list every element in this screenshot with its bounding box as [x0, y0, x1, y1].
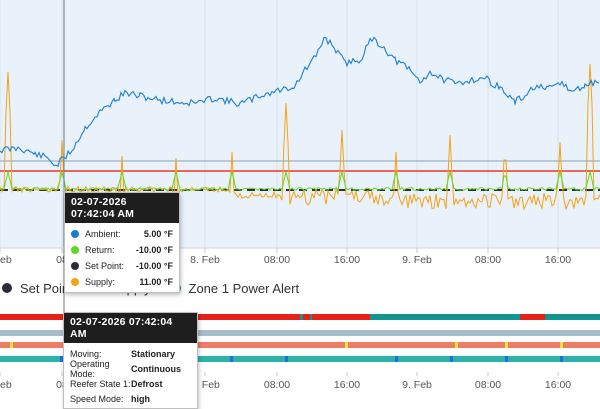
tooltip-value: Continuous	[131, 363, 181, 374]
tooltip-row-return: Return: -10.00 °F	[65, 242, 179, 258]
status-bar-segment	[545, 314, 600, 320]
set-point-swatch-icon	[2, 283, 12, 293]
tooltip-label: Ambient:	[85, 229, 121, 239]
status-bar-segment	[505, 342, 508, 348]
tooltip-value: Stationary	[131, 348, 176, 359]
return-dot-icon	[71, 246, 79, 254]
x-axis-tick-label: eb	[0, 379, 12, 391]
ambient-series-line	[0, 36, 600, 168]
status-bar-segment	[525, 314, 529, 320]
tooltip-value: -10.00 °F	[135, 245, 173, 255]
x-axis-tick-label: 9. Feb	[402, 379, 432, 391]
top-x-axis-labels: eb 08 8. Feb 08:00 16:00 9. Feb 08:00 16:00	[0, 254, 571, 266]
ambient-dot-icon	[71, 230, 79, 238]
bottom-x-axis-labels: eb 08 8. Feb 08:00 16:00 9. Feb 08:00 16:00	[0, 379, 571, 391]
status-bar-segment	[455, 342, 458, 348]
tooltip-row-operating-mode: Operating Mode: Continuous	[64, 358, 197, 379]
status-bar-segment	[0, 342, 600, 348]
tooltip-timestamp: 02-07-2026 07:42:04 AM	[65, 193, 179, 223]
tooltip-label: Speed Mode:	[70, 393, 124, 404]
x-axis-tick-label: 16:00	[334, 254, 360, 266]
top-x-axis-ticks	[0, 248, 559, 253]
x-axis-tick-label: 16:00	[545, 379, 571, 391]
status-bar-segment	[560, 342, 563, 348]
x-axis-tick-label: 08	[56, 379, 68, 391]
tooltip-label: Return:	[85, 245, 115, 255]
status-bar-segment	[345, 342, 348, 348]
x-axis-tick-label: eb	[0, 254, 12, 266]
tooltip-label: Reefer State 1:	[70, 378, 131, 389]
x-axis-tick-label: 8. Feb	[190, 254, 220, 266]
tooltip-value: high	[131, 393, 150, 404]
status-bar-segment	[300, 314, 303, 320]
status-bar-segment	[505, 356, 508, 362]
status-bar-segment	[560, 356, 563, 362]
status-bar-segment	[285, 356, 288, 362]
tooltip-label: Supply:	[85, 277, 116, 287]
x-axis-tick-label: 16:00	[545, 254, 571, 266]
x-axis-tick-label: 16:00	[334, 379, 360, 391]
tooltip-label: Set Point:	[85, 261, 125, 271]
x-axis-tick-label: 08:00	[475, 379, 501, 391]
status-bar-segment	[230, 356, 233, 362]
x-axis-tick-label: 08:00	[264, 254, 290, 266]
status-tooltip: 02-07-2026 07:42:04 AM Moving: Stationar…	[63, 312, 198, 409]
tooltip-row-reefer-state: Reefer State 1: Defrost	[64, 376, 197, 391]
legend-item-zone-1-power-alert[interactable]: Zone 1 Power Alert	[170, 280, 300, 296]
x-axis-tick-label: 9. Feb	[402, 254, 432, 266]
tooltip-label: Operating Mode:	[70, 358, 110, 379]
legend-label: Set Point	[20, 280, 73, 296]
x-axis-tick-label: 08:00	[475, 254, 501, 266]
supply-series-line	[0, 63, 600, 211]
status-bar-segment	[0, 356, 600, 362]
bottom-x-axis-ticks	[0, 372, 559, 376]
status-bar-segment	[0, 330, 600, 336]
tooltip-row-set-point: Set Point: -10.00 °F	[65, 258, 179, 274]
supply-dot-icon	[71, 278, 79, 286]
tooltip-timestamp: 02-07-2026 07:42:04 AM	[64, 313, 197, 343]
status-bar-segment	[60, 356, 63, 362]
status-bar-segment	[370, 314, 520, 320]
legend-label: Zone 1 Power Alert	[188, 280, 300, 296]
return-series-line	[0, 171, 600, 192]
tooltip-value: -10.00 °F	[135, 261, 173, 271]
legend-item-set-point[interactable]: Set Point	[2, 281, 73, 296]
status-bar-segment	[310, 314, 312, 320]
tooltip-value: 5.00 °F	[143, 229, 173, 239]
temperature-tooltip: 02-07-2026 07:42:04 AM Ambient: 5.00 °F …	[64, 192, 180, 293]
tooltip-row-supply: Supply: 11.00 °F	[65, 274, 179, 290]
tooltip-value: 11.00 °F	[139, 277, 173, 287]
x-axis-tick-label: 08:00	[264, 379, 290, 391]
set-point-dot-icon	[71, 262, 79, 270]
tooltip-row-ambient: Ambient: 5.00 °F	[65, 226, 179, 242]
status-bar-segment	[450, 356, 453, 362]
tooltip-row-moving: Moving: Stationary	[64, 346, 197, 361]
status-bar-segment	[395, 356, 398, 362]
tooltip-label: Moving:	[70, 348, 102, 359]
tooltip-row-speed-mode: Speed Mode: high	[64, 391, 197, 406]
x-axis-tick-label: 08	[56, 254, 68, 266]
tooltip-value: Defrost	[131, 378, 163, 389]
status-bar-segment	[10, 342, 13, 348]
